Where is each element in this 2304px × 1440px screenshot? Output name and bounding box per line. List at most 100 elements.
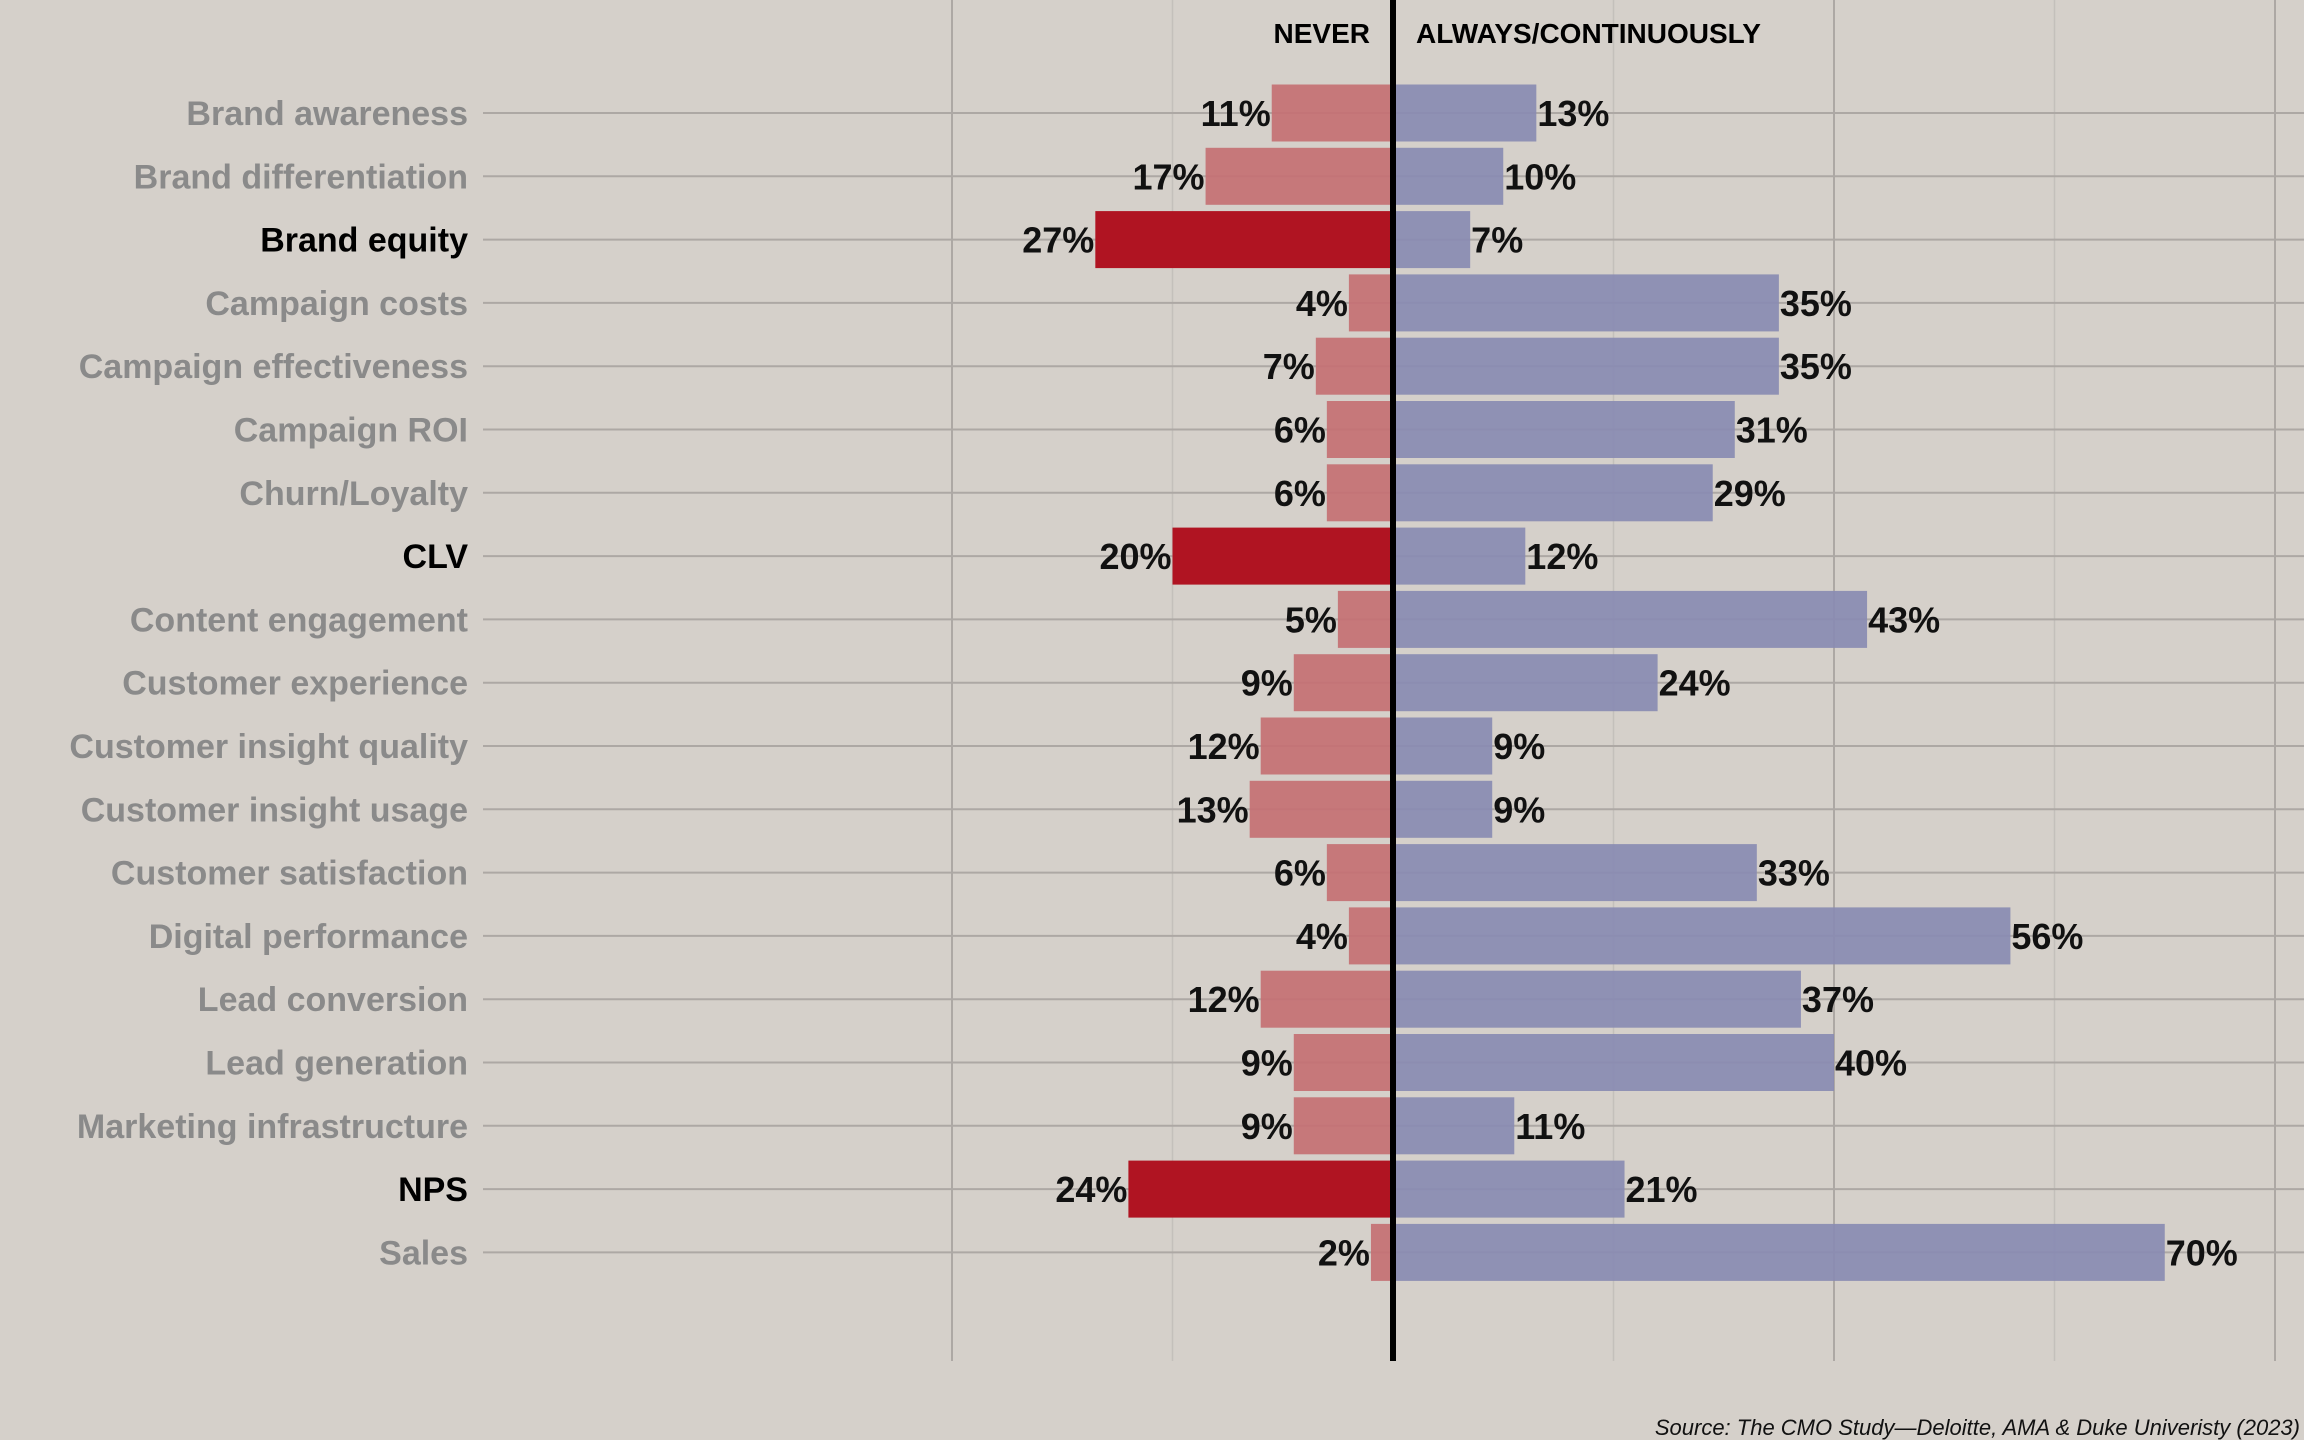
bar-always — [1393, 401, 1735, 458]
bar-always — [1393, 274, 1779, 332]
bar-always — [1393, 211, 1471, 269]
value-label-never: 6% — [1274, 410, 1326, 451]
bar-never — [1293, 654, 1393, 712]
value-label-never: 24% — [1055, 1169, 1127, 1210]
bar-never — [1260, 717, 1393, 775]
value-label-never: 11% — [1201, 93, 1271, 134]
bar-never — [1095, 211, 1393, 269]
header-always-continuously: ALWAYS/CONTINUOUSLY — [1416, 18, 1761, 49]
value-label-never: 2% — [1318, 1232, 1370, 1273]
bar-always — [1393, 780, 1493, 838]
value-label-never: 7% — [1263, 346, 1315, 387]
category-label: Marketing infrastructure — [77, 1108, 468, 1146]
bar-always — [1393, 464, 1713, 522]
value-label-never: 27% — [1022, 220, 1094, 261]
value-label-always: 31% — [1736, 410, 1808, 451]
category-label: Campaign effectiveness — [79, 348, 468, 386]
category-label: Lead conversion — [198, 981, 468, 1019]
category-label: Customer experience — [122, 665, 468, 703]
bar-never — [1205, 147, 1393, 205]
value-label-always: 9% — [1493, 789, 1545, 830]
category-label: Sales — [379, 1234, 468, 1272]
category-label: Campaign ROI — [234, 412, 468, 450]
value-label-never: 9% — [1241, 1106, 1293, 1147]
value-label-always: 7% — [1471, 220, 1523, 261]
bar-never — [1128, 1160, 1393, 1218]
bar-always — [1393, 654, 1658, 712]
bar-always — [1393, 844, 1757, 902]
category-label: Churn/Loyalty — [239, 475, 468, 513]
category-label: Content engagement — [130, 601, 468, 639]
value-label-always: 37% — [1802, 979, 1874, 1020]
bar-always — [1393, 1097, 1515, 1155]
bars — [1095, 84, 2165, 1281]
value-label-always: 13% — [1537, 93, 1609, 134]
value-label-never: 6% — [1274, 853, 1326, 894]
value-label-never: 17% — [1133, 156, 1205, 197]
bar-always — [1393, 84, 1537, 142]
category-label: Campaign costs — [205, 285, 468, 323]
bar-never — [1260, 970, 1393, 1028]
bar-always — [1393, 717, 1493, 775]
value-label-never: 12% — [1188, 979, 1260, 1020]
bar-always — [1393, 1034, 1834, 1091]
value-label-always: 35% — [1780, 346, 1852, 387]
value-label-always: 70% — [2166, 1232, 2238, 1273]
bar-never — [1370, 1223, 1393, 1281]
bar-never — [1348, 907, 1393, 965]
value-label-never: 12% — [1188, 726, 1260, 767]
bar-always — [1393, 527, 1526, 585]
value-label-always: 56% — [2011, 916, 2083, 957]
category-label: Customer insight usage — [81, 791, 468, 829]
category-label: Brand equity — [260, 222, 468, 260]
category-label: NPS — [398, 1171, 468, 1209]
value-label-always: 43% — [1868, 599, 1940, 640]
source-note: Source: The CMO Study—Deloitte, AMA & Du… — [1655, 1415, 2300, 1440]
bar-always — [1393, 1160, 1625, 1218]
bar-always — [1393, 590, 1868, 648]
bar-never — [1249, 780, 1393, 838]
category-labels: Brand awareness Brand differentiation Bran… — [69, 95, 468, 1272]
value-label-never: 5% — [1285, 599, 1337, 640]
bar-never — [1172, 527, 1393, 585]
category-label: Brand differentiation — [134, 158, 468, 196]
value-label-always: 35% — [1780, 283, 1852, 324]
category-label: Customer satisfaction — [111, 855, 468, 893]
value-label-always: 24% — [1659, 663, 1731, 704]
value-label-always: 33% — [1758, 853, 1830, 894]
category-label: CLV — [403, 538, 469, 576]
value-label-never: 13% — [1177, 789, 1249, 830]
bar-never — [1293, 1097, 1393, 1155]
value-label-never: 20% — [1099, 536, 1171, 577]
category-label: Brand awareness — [186, 95, 468, 133]
value-label-always: 12% — [1526, 536, 1598, 577]
value-labels: 11% 13% 17% 10% 27% 7% 4% 35% 7% 35% 6% 31% 6% 29% 20%… — [1022, 93, 2238, 1273]
bar-never — [1315, 337, 1393, 395]
bar-always — [1393, 147, 1504, 205]
bar-always — [1393, 1223, 2165, 1281]
bar-never — [1271, 84, 1393, 142]
bar-never — [1326, 401, 1393, 458]
value-label-always: 9% — [1493, 726, 1545, 767]
value-label-always: 10% — [1504, 156, 1576, 197]
value-label-never: 9% — [1241, 1043, 1293, 1084]
value-label-always: 11% — [1515, 1106, 1585, 1147]
value-label-never: 4% — [1296, 916, 1348, 957]
value-label-never: 4% — [1296, 283, 1348, 324]
value-label-never: 9% — [1241, 663, 1293, 704]
bar-always — [1393, 970, 1801, 1028]
bar-always — [1393, 907, 2011, 965]
value-label-never: 6% — [1274, 473, 1326, 514]
bar-always — [1393, 337, 1779, 395]
value-label-always: 40% — [1835, 1043, 1907, 1084]
header-never: NEVER — [1274, 18, 1370, 49]
value-label-always: 29% — [1714, 473, 1786, 514]
bar-never — [1348, 274, 1393, 332]
category-label: Customer insight quality — [69, 728, 468, 766]
category-label: Lead generation — [205, 1045, 468, 1083]
bar-never — [1326, 464, 1393, 522]
category-label: Digital performance — [149, 918, 468, 956]
bar-never — [1326, 844, 1393, 902]
value-label-always: 21% — [1626, 1169, 1698, 1210]
